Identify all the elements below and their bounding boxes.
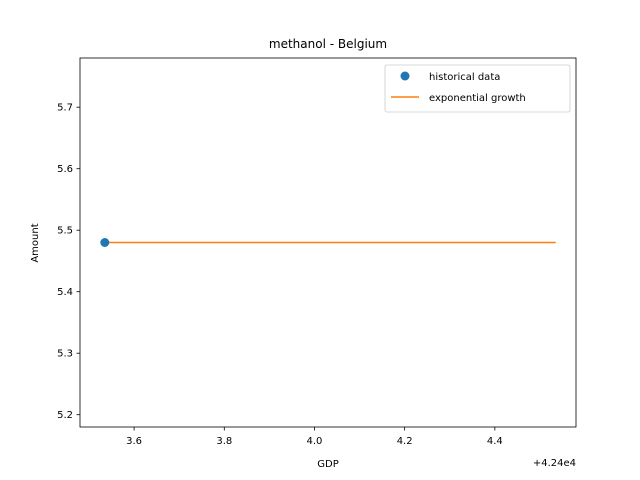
- legend-marker-historical: [400, 71, 410, 81]
- y-axis-label: Amount: [30, 223, 41, 262]
- y-axis-ticks: 5.2 5.3 5.4 5.5 5.6 5.7: [57, 103, 80, 421]
- y-tick-label: 5.7: [57, 103, 73, 114]
- legend-label-historical: historical data: [429, 72, 500, 83]
- chart-title: methanol - Belgium: [269, 37, 387, 51]
- legend-label-exponential: exponential growth: [429, 93, 526, 104]
- x-axis-label: GDP: [317, 459, 338, 470]
- y-tick-label: 5.4: [57, 287, 73, 298]
- y-tick-label: 5.3: [57, 349, 73, 360]
- y-tick-label: 5.5: [57, 226, 73, 237]
- x-tick-label: 4.0: [307, 436, 323, 447]
- x-tick-label: 3.8: [216, 436, 232, 447]
- data-point-historical: [100, 238, 110, 247]
- x-tick-label: 4.2: [397, 436, 413, 447]
- x-axis-offset-label: +4.24e4: [533, 458, 576, 469]
- y-tick-label: 5.6: [57, 164, 73, 175]
- x-tick-label: 3.6: [126, 436, 142, 447]
- x-tick-label: 4.4: [487, 436, 503, 447]
- plot-frame: [79, 57, 577, 428]
- series-layer: [100, 238, 556, 247]
- legend: historical data exponential growth: [384, 64, 571, 113]
- y-tick-label: 5.2: [57, 410, 73, 421]
- legend-box: [384, 64, 571, 113]
- x-axis-ticks: 3.6 3.8 4.0 4.2 4.4: [126, 427, 503, 447]
